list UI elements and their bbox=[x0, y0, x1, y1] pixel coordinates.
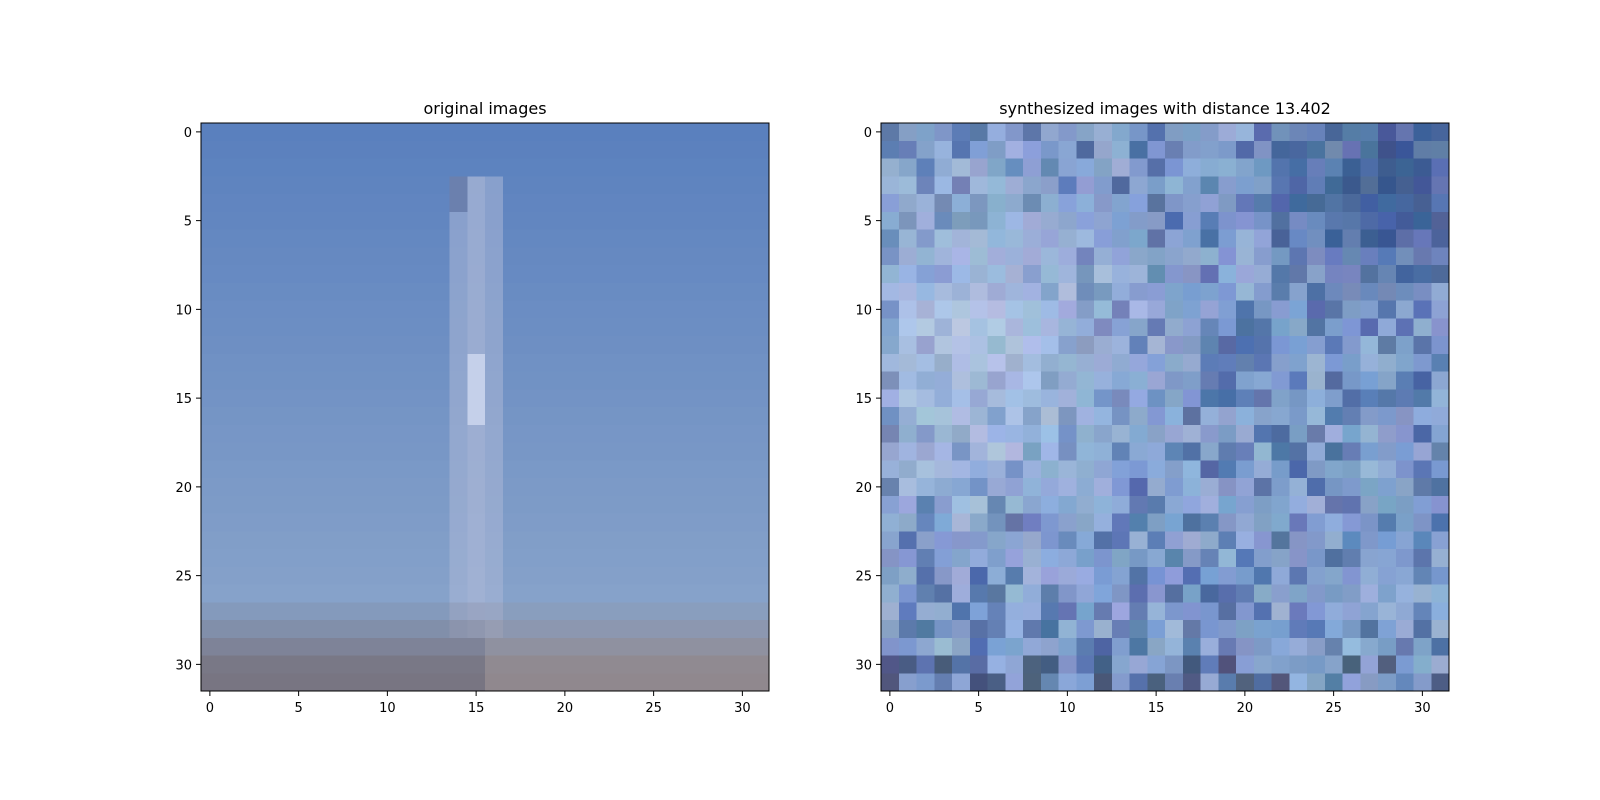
y-tick-label: 0 bbox=[184, 126, 192, 141]
x-tick-label: 30 bbox=[734, 701, 751, 716]
original-image-panel: original images 0 5 10 15 20 25 30 0 5 10 15 20 25 30 bbox=[175, 99, 769, 716]
x-tick-label: 25 bbox=[1325, 701, 1342, 716]
synthesized-image-panel: synthesized images with distance 13.402 … bbox=[855, 99, 1449, 716]
y-tick-label: 5 bbox=[864, 215, 872, 230]
x-tick-label: 15 bbox=[1148, 701, 1165, 716]
x-tick-label: 25 bbox=[645, 701, 662, 716]
synthesized-panel-title: synthesized images with distance 13.402 bbox=[999, 99, 1331, 118]
y-tick-label: 5 bbox=[184, 215, 192, 230]
y-tick-label: 15 bbox=[175, 392, 192, 407]
x-tick-label: 5 bbox=[974, 701, 982, 716]
original-image-pixels bbox=[201, 123, 770, 692]
y-tick-label: 0 bbox=[864, 126, 872, 141]
y-tick-label: 30 bbox=[855, 658, 872, 673]
x-tick-label: 20 bbox=[1237, 701, 1254, 716]
y-tick-label: 15 bbox=[855, 392, 872, 407]
x-tick-label: 10 bbox=[379, 701, 396, 716]
synthesized-image-pixels bbox=[881, 123, 1450, 692]
x-tick-label: 20 bbox=[557, 701, 574, 716]
original-panel-title: original images bbox=[423, 99, 546, 118]
y-tick-label: 20 bbox=[855, 481, 872, 496]
x-tick-label: 5 bbox=[294, 701, 302, 716]
x-tick-label: 30 bbox=[1414, 701, 1431, 716]
y-tick-label: 20 bbox=[175, 481, 192, 496]
x-tick-label: 0 bbox=[886, 701, 894, 716]
y-tick-label: 10 bbox=[855, 303, 872, 318]
y-tick-label: 10 bbox=[175, 303, 192, 318]
y-tick-label: 25 bbox=[175, 570, 192, 585]
y-tick-label: 30 bbox=[175, 658, 192, 673]
x-tick-label: 0 bbox=[206, 701, 214, 716]
x-tick-label: 15 bbox=[468, 701, 485, 716]
x-tick-label: 10 bbox=[1059, 701, 1076, 716]
y-tick-label: 25 bbox=[855, 570, 872, 585]
